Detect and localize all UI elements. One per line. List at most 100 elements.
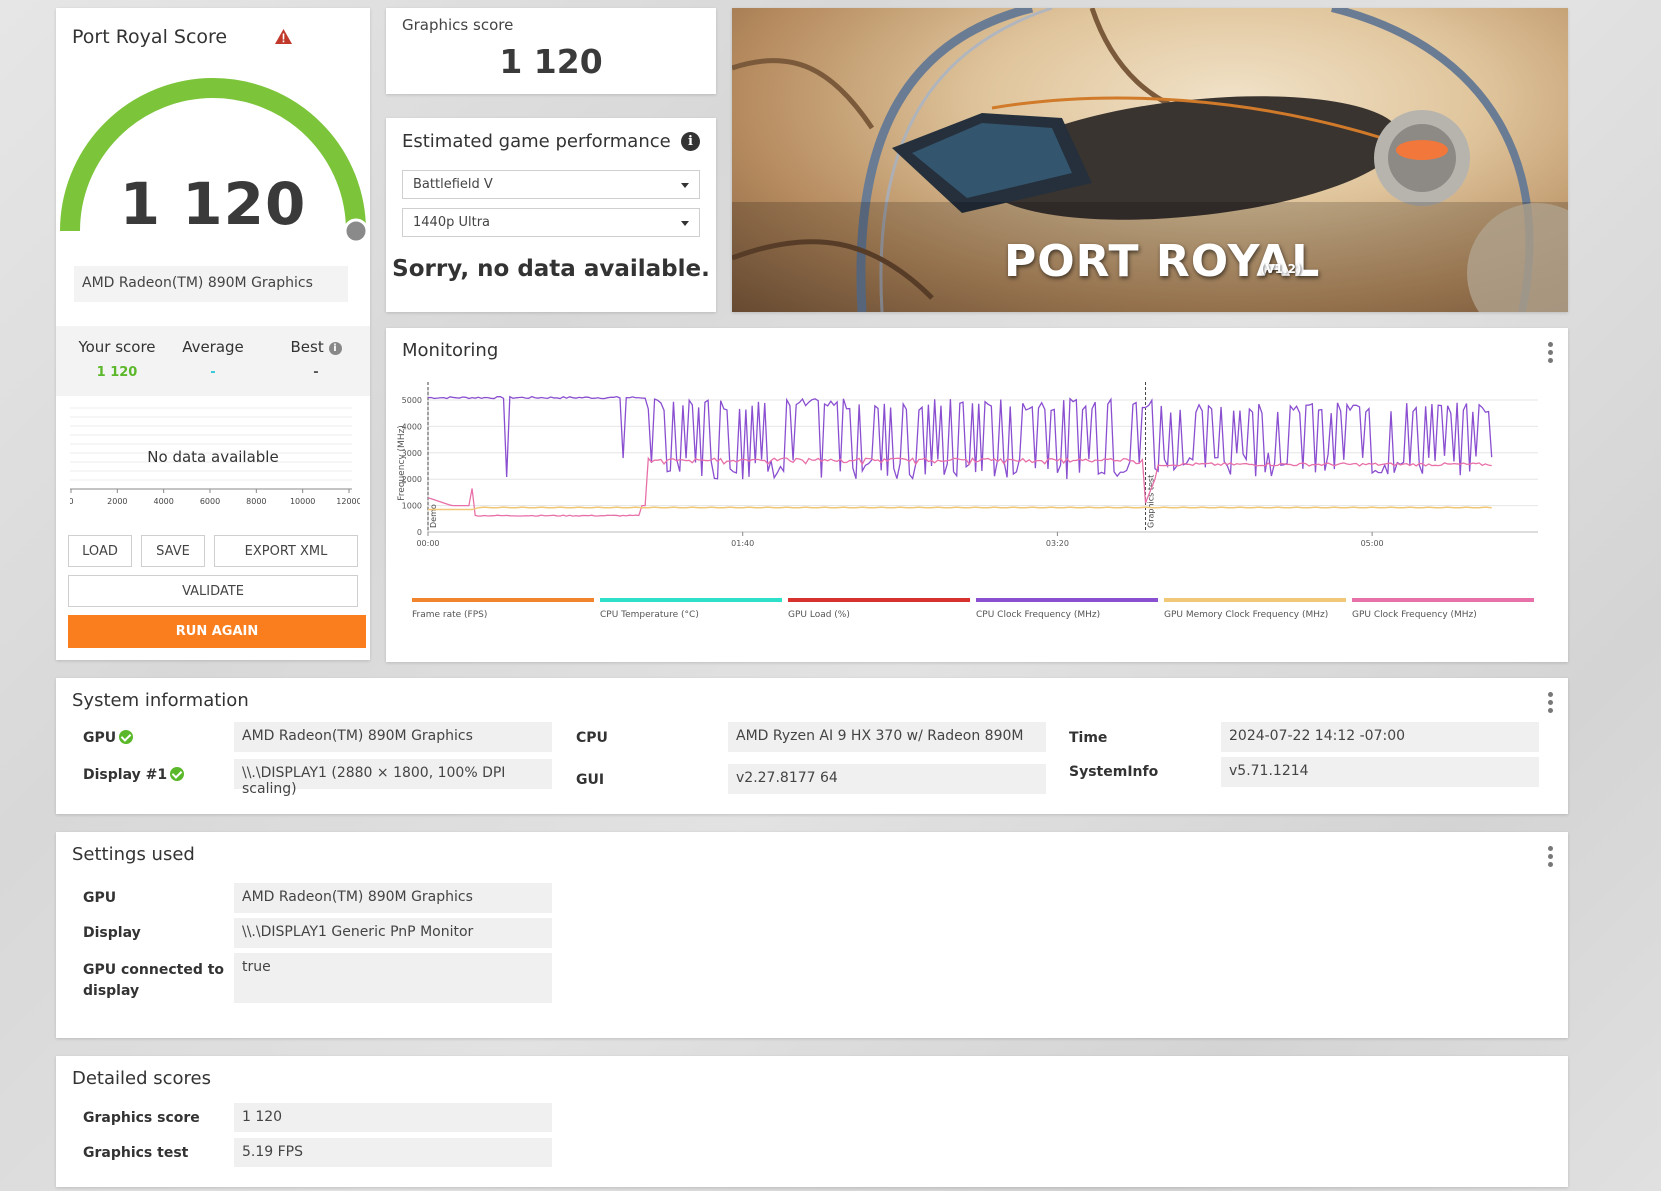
system-info-title: System information — [72, 690, 249, 711]
tick-label: 6000 — [200, 497, 220, 506]
score-title: Port Royal Score — [72, 26, 228, 48]
monitoring-legend: Frame rate (FPS) CPU Temperature (°C) GPU … — [412, 598, 1542, 628]
chevron-down-icon — [681, 221, 689, 226]
x-tick-label: 03:20 — [1046, 539, 1069, 548]
cpu-clock-series — [427, 395, 1493, 481]
best-label: Best — [290, 338, 324, 356]
score-comparison: Your score 1 120 Average - Best i - — [56, 326, 370, 396]
chevron-down-icon — [681, 183, 689, 188]
score-panel: Port Royal Score 1 120 AMD Radeon(TM) 89… — [56, 8, 370, 660]
score-distribution-chart: 0 2000 4000 6000 8000 10000 12000 — [70, 407, 360, 506]
tick-label: 8000 — [246, 497, 266, 506]
legend-label: Frame rate (FPS) — [412, 610, 488, 620]
score-gauge — [60, 78, 369, 244]
banner-artwork — [732, 8, 1568, 312]
settings-title: Settings used — [72, 844, 195, 865]
your-score: Your score 1 120 — [72, 338, 162, 380]
legend-item[interactable]: GPU Load (%) — [788, 598, 970, 620]
graphics-score-key: Graphics score — [83, 1110, 200, 1126]
system-information-panel: System information GPU AMD Radeon(TM) 89… — [56, 678, 1568, 814]
gpu-clock-series — [427, 456, 1492, 517]
tick-label: 4000 — [153, 497, 173, 506]
gpu-key: GPU — [83, 730, 134, 746]
average-label: Average — [182, 338, 244, 356]
y-tick-label: 2000 — [402, 475, 422, 484]
estimated-title: Estimated game performance — [402, 131, 671, 152]
graphics-score-panel: Graphics score 1 120 — [386, 8, 716, 94]
more-options-icon[interactable] — [1548, 692, 1554, 713]
settings-display-key: Display — [83, 925, 141, 941]
estimated-performance-panel: Estimated game performance i Battlefield… — [386, 118, 716, 312]
average-value: - — [210, 365, 216, 380]
banner-version: (V1.2) — [1260, 262, 1302, 276]
legend-swatch — [1164, 598, 1346, 602]
best-value: - — [313, 365, 319, 380]
legend-swatch — [412, 598, 594, 602]
marker-label: Graphics test — [1147, 475, 1156, 528]
tick-label: 12000 — [336, 497, 360, 506]
run-again-button[interactable]: RUN AGAIN — [68, 615, 366, 648]
no-data-message: Sorry, no data available. — [392, 256, 710, 282]
preset-select[interactable]: 1440p Ultra — [402, 208, 700, 237]
legend-swatch — [788, 598, 970, 602]
average-score: Average - — [168, 338, 258, 380]
preset-select-value: 1440p Ultra — [413, 215, 491, 230]
y-tick-label: 5000 — [402, 396, 422, 405]
your-score-value: 1 120 — [96, 365, 138, 380]
check-icon — [170, 767, 185, 781]
y-tick-label: 0 — [417, 528, 422, 537]
export-xml-button[interactable]: EXPORT XML — [214, 535, 358, 567]
x-tick-label: 01:40 — [731, 539, 754, 548]
save-button[interactable]: SAVE — [141, 535, 205, 567]
tick-label: 10000 — [290, 497, 315, 506]
monitoring-title: Monitoring — [402, 340, 499, 361]
systeminfo-value: v5.71.1214 — [1221, 757, 1539, 787]
legend-item[interactable]: Frame rate (FPS) — [412, 598, 594, 620]
load-button[interactable]: LOAD — [68, 535, 132, 567]
warning-icon — [275, 29, 292, 44]
legend-swatch — [976, 598, 1158, 602]
gpu-name: AMD Radeon(TM) 890M Graphics — [74, 266, 348, 302]
gui-key: GUI — [576, 772, 605, 788]
legend-swatch — [1352, 598, 1534, 602]
y-tick-label: 1000 — [402, 502, 422, 511]
y-axis-label: Frequency (MHz) — [397, 425, 407, 501]
graphics-score-value: 1 120 — [499, 42, 603, 81]
legend-item[interactable]: CPU Temperature (°C) — [600, 598, 782, 620]
benchmark-banner: PORT ROYAL (V1.2) — [732, 8, 1568, 312]
gpu-connected-key: GPU connected to display — [83, 962, 225, 999]
no-data-message: No data available — [147, 448, 279, 466]
info-icon[interactable]: i — [328, 342, 342, 355]
game-select[interactable]: Battlefield V — [402, 170, 700, 199]
settings-gpu-key: GPU — [83, 890, 117, 906]
time-key: Time — [1069, 730, 1108, 746]
settings-display-value: \\.\DISPLAY1 Generic PnP Monitor — [234, 918, 552, 948]
settings-used-panel: Settings used GPU AMD Radeon(TM) 890M Gr… — [56, 832, 1568, 1038]
detailed-title: Detailed scores — [72, 1068, 211, 1089]
best-score: Best i - — [266, 338, 366, 380]
monitoring-chart: 0 1000 2000 3000 4000 5000 Frequency (MHz) 00:0… — [397, 382, 1538, 548]
validate-button[interactable]: VALIDATE — [68, 575, 358, 607]
banner-title: PORT ROYAL — [1004, 236, 1321, 287]
monitoring-panel: Monitoring 0 1000 2000 3000 4000 5000 Frequenc… — [386, 328, 1568, 662]
display-value: \\.\DISPLAY1 (2880 × 1800, 100% DPI scal… — [234, 759, 552, 797]
legend-swatch — [600, 598, 782, 602]
legend-item[interactable]: CPU Clock Frequency (MHz) — [976, 598, 1158, 620]
gpu-memory-clock-series — [428, 506, 1492, 511]
display-key: Display #1 — [83, 767, 185, 783]
graphics-score-detail: 1 120 — [234, 1103, 552, 1132]
x-tick-label: 00:00 — [416, 539, 439, 548]
systeminfo-key: SystemInfo — [1069, 764, 1159, 780]
marker-label: Demo — [429, 504, 438, 528]
legend-label: GPU Load (%) — [788, 610, 850, 620]
your-score-label: Your score — [78, 338, 156, 356]
time-value: 2024-07-22 14:12 -07:00 — [1221, 722, 1539, 752]
gui-value: v2.27.8177 64 — [728, 764, 1046, 794]
legend-label: GPU Clock Frequency (MHz) — [1352, 610, 1477, 620]
more-options-icon[interactable] — [1548, 342, 1554, 363]
info-icon[interactable]: i — [681, 132, 700, 151]
legend-item[interactable]: GPU Clock Frequency (MHz) — [1352, 598, 1534, 620]
more-options-icon[interactable] — [1548, 846, 1554, 867]
legend-item[interactable]: GPU Memory Clock Frequency (MHz) — [1164, 598, 1346, 620]
x-tick-label: 05:00 — [1361, 539, 1384, 548]
